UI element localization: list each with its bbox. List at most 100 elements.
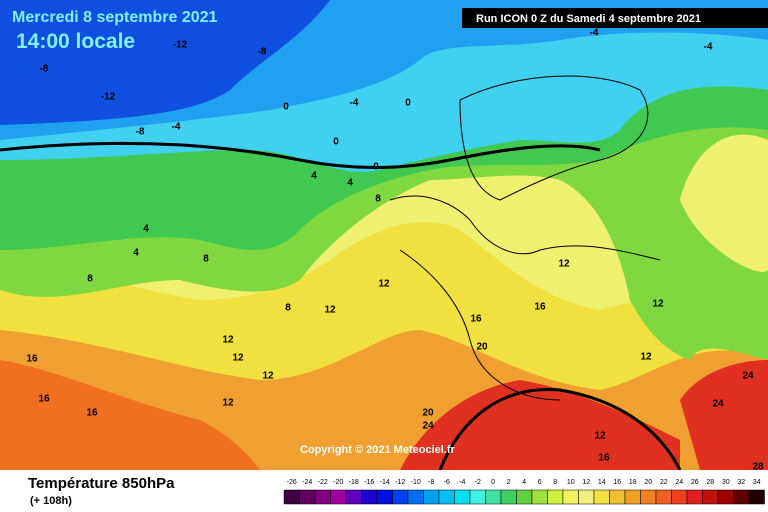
scale-label: -18 — [349, 479, 359, 486]
scale-swatch — [283, 489, 300, 505]
scale-label: 30 — [722, 479, 730, 486]
scale-swatch — [686, 489, 703, 505]
scale-label: 6 — [538, 479, 542, 486]
scale-swatch — [345, 489, 362, 505]
scale-swatch — [438, 489, 455, 505]
contour-label: 12 — [324, 305, 336, 316]
contour-label: -4 — [590, 28, 599, 39]
scale-label: 10 — [567, 479, 575, 486]
scandinavia-coast — [459, 75, 649, 201]
scale-label: -8 — [428, 479, 434, 486]
contour-label: 12 — [652, 299, 664, 310]
contour-label: -12 — [101, 92, 116, 103]
contour-label: 24 — [742, 371, 754, 382]
scale-label: 18 — [629, 479, 637, 486]
scale-label: 34 — [753, 479, 761, 486]
scale-label: -4 — [459, 479, 465, 486]
isotherm-24 — [438, 388, 682, 471]
run-box — [462, 8, 768, 28]
red-zone-east — [680, 360, 768, 470]
contour-label: -8 — [40, 64, 49, 75]
contour-label: 12 — [378, 279, 390, 290]
scale-label: 8 — [553, 479, 557, 486]
copyright: Copyright © 2021 Meteociel.fr — [300, 444, 456, 456]
contour-label: 12 — [594, 431, 606, 442]
scale-swatch — [702, 489, 719, 505]
contour-label: 8 — [285, 303, 291, 314]
scale-label: -24 — [302, 479, 312, 486]
scale-label: -26 — [287, 479, 297, 486]
contour-label: -12 — [173, 40, 188, 51]
footer-title: Température 850hPa — [28, 475, 175, 492]
scale-label: 16 — [613, 479, 621, 486]
contour-label: 12 — [558, 259, 570, 270]
contour-label: 16 — [598, 453, 610, 464]
scale-label: -22 — [318, 479, 328, 486]
contour-label: 0 — [373, 162, 379, 173]
scale-label: -14 — [380, 479, 390, 486]
scale-swatch — [469, 489, 486, 505]
scale-label: 4 — [522, 479, 526, 486]
contour-label: 24 — [712, 399, 724, 410]
scale-label: 26 — [691, 479, 699, 486]
scale-swatch — [671, 489, 688, 505]
scale-swatch — [392, 489, 409, 505]
scale-swatch — [454, 489, 471, 505]
scale-swatch — [485, 489, 502, 505]
contour-label: 4 — [133, 248, 139, 259]
contour-label: -4 — [350, 98, 359, 109]
contour-label: -8 — [136, 127, 145, 138]
scale-swatch — [516, 489, 533, 505]
scale-swatch — [640, 489, 657, 505]
scale-swatch — [547, 489, 564, 505]
scale-swatch — [299, 489, 316, 505]
contour-label: 12 — [262, 371, 274, 382]
contour-label: 16 — [470, 314, 482, 325]
scale-label: 32 — [737, 479, 745, 486]
scale-label: 28 — [706, 479, 714, 486]
scale-label: -10 — [411, 479, 421, 486]
contour-label: 0 — [333, 137, 339, 148]
scale-label: 12 — [582, 479, 590, 486]
europe-coast — [389, 195, 661, 401]
contour-label: 16 — [534, 302, 546, 313]
contour-label: 4 — [143, 224, 149, 235]
scale-swatch — [624, 489, 641, 505]
contour-label: 12 — [222, 398, 234, 409]
scale-label: 2 — [507, 479, 511, 486]
scale-label: -6 — [444, 479, 450, 486]
run: Run ICON 0 Z du Samedi 4 septembre 2021 — [476, 13, 701, 25]
scale-swatch — [717, 489, 734, 505]
time: 14:00 locale — [16, 30, 135, 53]
scale-label: 0 — [491, 479, 495, 486]
scale-swatch — [609, 489, 626, 505]
scale-swatch — [531, 489, 548, 505]
contour-label: -4 — [172, 122, 181, 133]
scale-swatch — [748, 489, 765, 505]
scale-swatch — [361, 489, 378, 505]
contour-label: 0 — [405, 98, 411, 109]
contour-label: 16 — [38, 394, 50, 405]
scale-swatch — [330, 489, 347, 505]
dark-blue-zone — [0, 0, 330, 125]
scale-swatch — [562, 489, 579, 505]
contour-label: 16 — [26, 354, 38, 365]
contour-label: 4 — [311, 171, 317, 182]
scale-label: -16 — [364, 479, 374, 486]
scale-swatch — [423, 489, 440, 505]
contour-label: 4 — [347, 178, 353, 189]
scale-swatch — [593, 489, 610, 505]
orange-zone — [0, 360, 260, 470]
contour-label: 8 — [87, 274, 93, 285]
scale-label: 14 — [598, 479, 606, 486]
scale-swatch — [733, 489, 750, 505]
contour-label: 8 — [203, 254, 209, 265]
contour-label: -4 — [704, 42, 713, 53]
scale-swatch — [407, 489, 424, 505]
scale-label: -20 — [333, 479, 343, 486]
contour-label: 12 — [640, 352, 652, 363]
scale-label: 22 — [660, 479, 668, 486]
contour-label: 12 — [222, 335, 234, 346]
scale-swatch — [500, 489, 517, 505]
